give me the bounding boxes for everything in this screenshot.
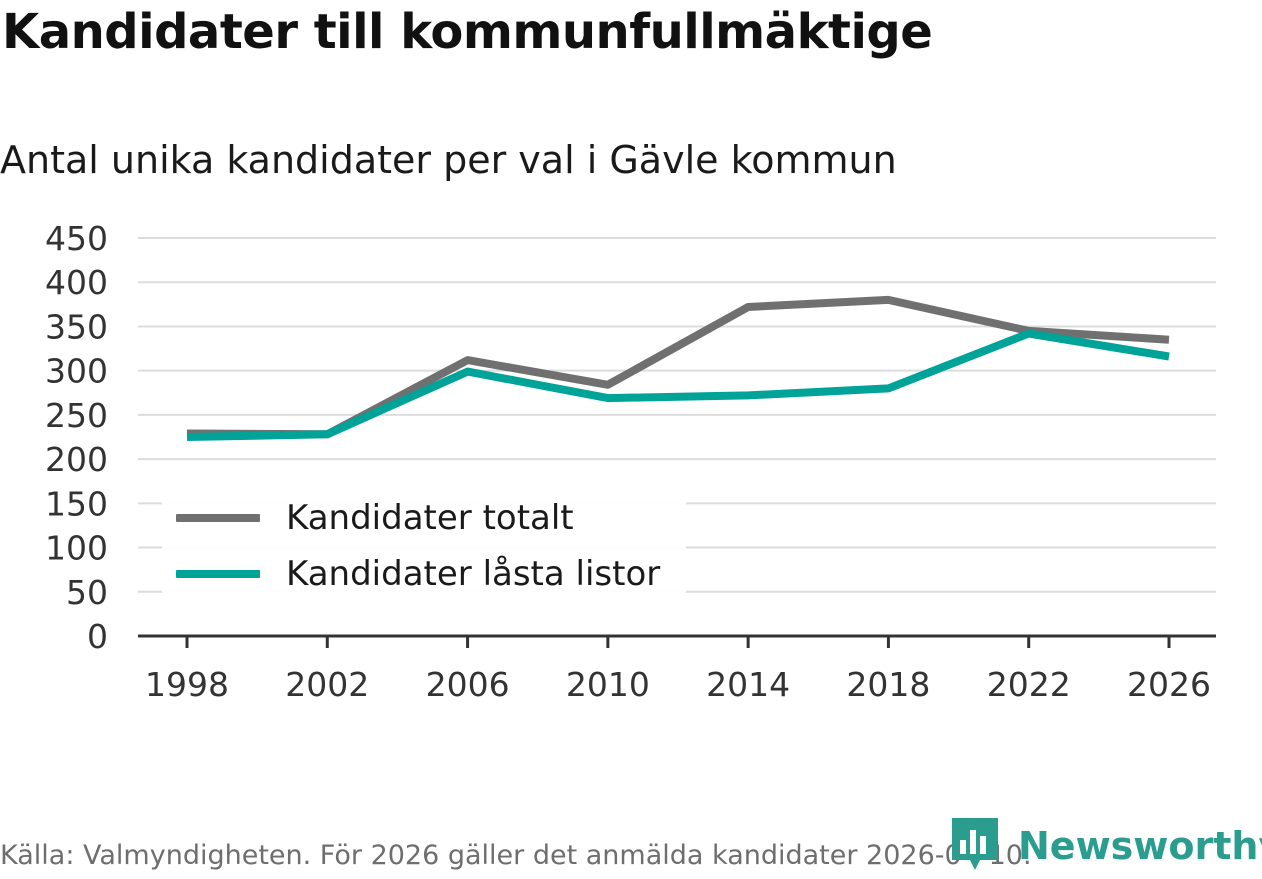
y-axis-ticks: 0 50 100 150 200 250 300 350 400 450 — [45, 219, 108, 656]
series-lines — [186, 295, 1170, 441]
x-tick-label-2014: 2014 — [706, 665, 790, 704]
x-axis: 1998 2002 2006 2010 2014 2018 2022 2026 — [138, 634, 1216, 704]
chart-legend: Kandidater totalt Kandidater låsta listo… — [162, 494, 686, 600]
legend-label-totalt: Kandidater totalt — [286, 498, 574, 538]
series-line-lasta-listor — [186, 329, 1170, 441]
x-tick-label-2022: 2022 — [987, 665, 1071, 704]
x-tick-label-1998: 1998 — [145, 665, 229, 704]
x-tick-label-2018: 2018 — [846, 665, 930, 704]
legend-label-lasta-listor: Kandidater låsta listor — [286, 554, 661, 594]
source-note: Källa: Valmyndigheten. För 2026 gäller d… — [0, 840, 1032, 871]
y-tick-label-350: 350 — [45, 307, 108, 346]
legend-swatch-totalt — [176, 514, 260, 522]
y-tick-label-0: 0 — [87, 617, 108, 656]
x-tick-label-2006: 2006 — [426, 665, 510, 704]
bar-chart-speech-bubble-icon — [950, 816, 1000, 876]
legend-swatch-lasta-listor — [176, 570, 260, 578]
legend-item-totalt: Kandidater totalt — [176, 498, 574, 538]
chart-title: Kandidater till kommunfullmäktige — [2, 4, 933, 60]
brand-name: Newsworthy — [1018, 824, 1262, 868]
brand-logo[interactable]: Newsworthy — [950, 818, 1262, 874]
legend-item-lasta-listor: Kandidater låsta listor — [176, 554, 660, 594]
y-tick-label-150: 150 — [45, 484, 108, 523]
y-tick-label-400: 400 — [45, 263, 108, 302]
y-tick-label-200: 200 — [45, 440, 108, 479]
y-tick-label-450: 450 — [45, 219, 108, 258]
y-tick-label-100: 100 — [45, 529, 108, 568]
x-tick-label-2002: 2002 — [285, 665, 369, 704]
y-tick-label-50: 50 — [66, 573, 108, 612]
y-tick-label-300: 300 — [45, 352, 108, 391]
x-tick-label-2010: 2010 — [566, 665, 650, 704]
x-tick-label-2026: 2026 — [1127, 665, 1211, 704]
chart-subtitle: Antal unika kandidater per val i Gävle k… — [0, 138, 897, 182]
y-tick-label-250: 250 — [45, 396, 108, 435]
